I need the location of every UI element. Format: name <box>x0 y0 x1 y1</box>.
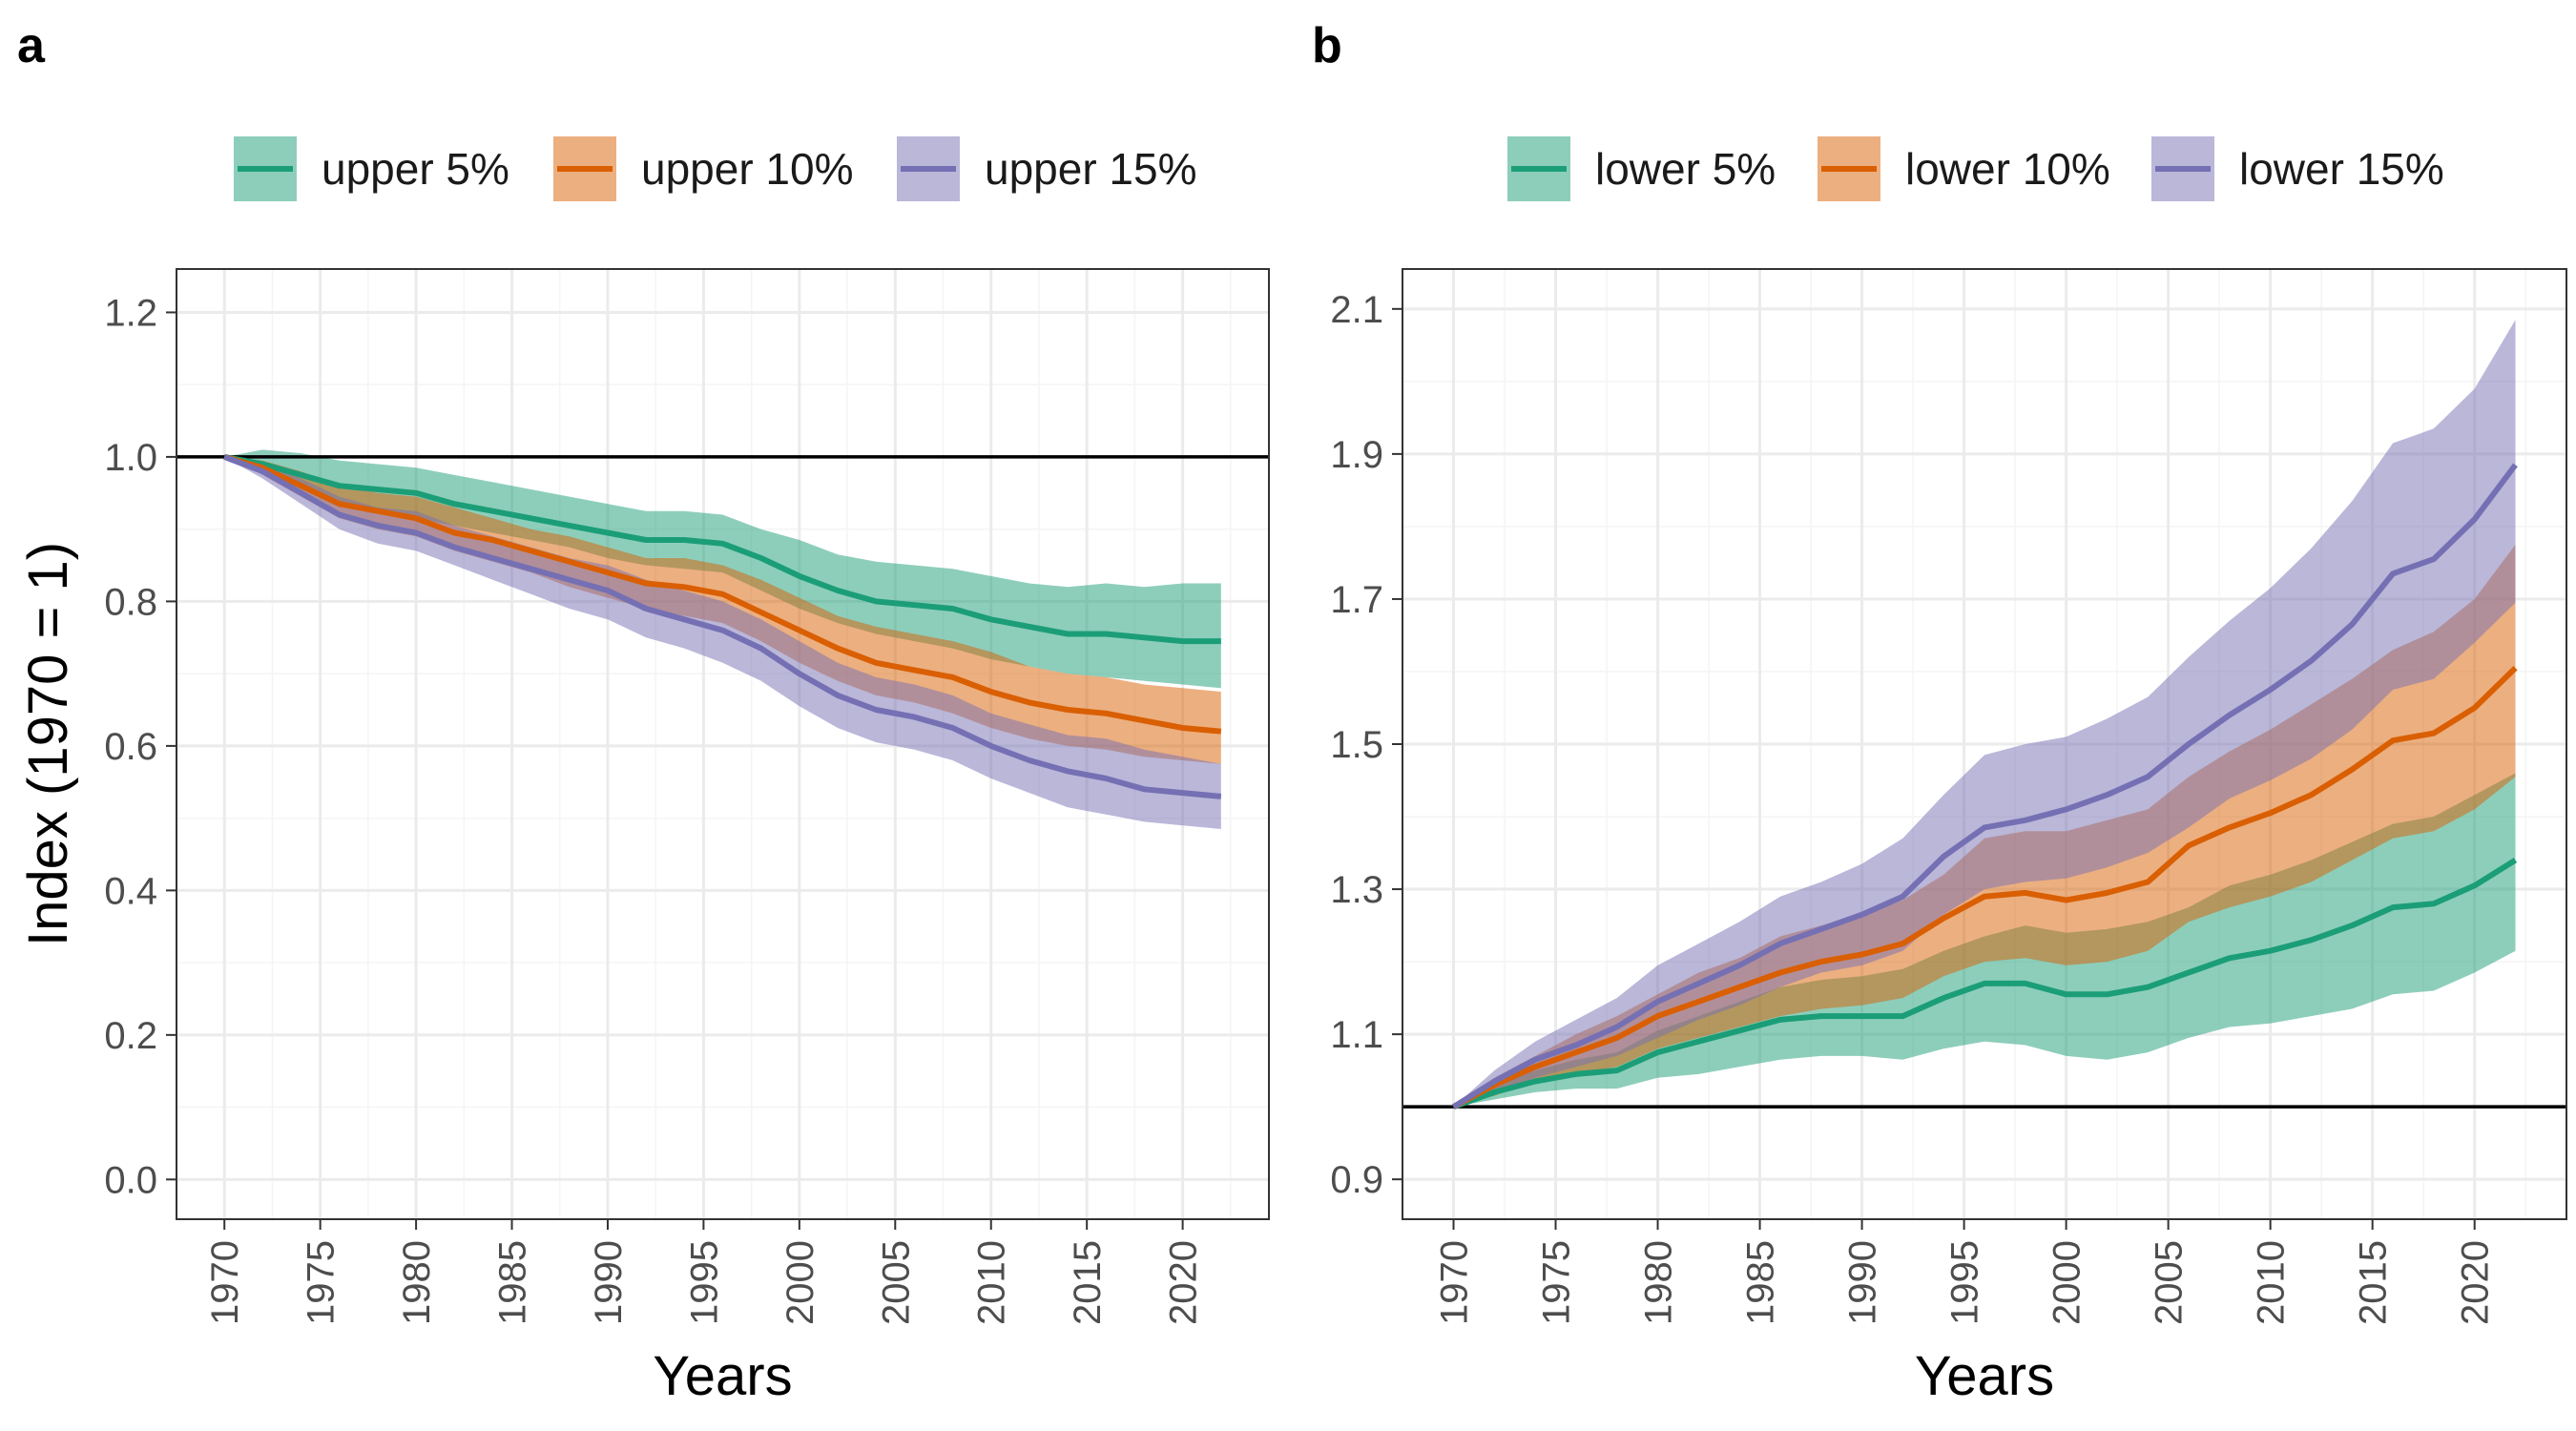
x-tick-label: 2005 <box>875 1240 917 1325</box>
x-tick-label: 2020 <box>1163 1240 1205 1325</box>
x-tick-label: 1975 <box>1536 1240 1578 1325</box>
x-tick-label: 1980 <box>396 1240 438 1325</box>
y-tick-label: 1.0 <box>104 437 157 479</box>
series-lines <box>1451 463 2518 1110</box>
legend: upper 5% upper 10% upper 15% <box>234 136 1197 201</box>
series-line <box>223 454 1222 799</box>
panel-label: b <box>1312 18 1342 73</box>
y-tick-label: 0.2 <box>104 1015 157 1057</box>
x-tick-label: 1990 <box>1842 1240 1884 1325</box>
y-tick-label: 1.5 <box>1330 724 1383 766</box>
legend-item: lower 5% <box>1507 136 1776 201</box>
legend-label: lower 15% <box>2239 144 2444 194</box>
x-tick-label: 1970 <box>204 1240 246 1325</box>
x-axis-title: Years <box>653 1345 792 1407</box>
x-tick-label: 2000 <box>2046 1240 2088 1325</box>
x-tick-label: 2000 <box>779 1240 821 1325</box>
x-tick-label: 2015 <box>2353 1240 2395 1325</box>
y-tick-label: 0.8 <box>104 581 157 623</box>
x-tick-label: 2015 <box>1067 1240 1109 1325</box>
legend-item: upper 10% <box>553 136 854 201</box>
x-tick-label: 1995 <box>683 1240 725 1325</box>
y-tick-label: 0.9 <box>1330 1159 1383 1201</box>
confidence-band <box>1453 320 2516 1108</box>
legend-item: upper 5% <box>234 136 509 201</box>
x-tick-label: 2010 <box>2251 1240 2293 1325</box>
legend-item: upper 15% <box>897 136 1197 201</box>
y-tick-label: 2.1 <box>1330 289 1383 331</box>
y-axis: 0.0 0.2 0.4 0.6 0.8 1.0 1.2 <box>104 292 177 1201</box>
x-tick-label: 1970 <box>1434 1240 1476 1325</box>
x-tick-label: 1975 <box>301 1240 343 1325</box>
plot-frame <box>176 268 1270 1220</box>
y-tick-label: 1.9 <box>1330 434 1383 476</box>
series-line <box>223 454 1222 735</box>
y-tick-label: 0.0 <box>104 1159 157 1201</box>
x-axis: 1970 1975 1980 1985 1990 1995 2000 2005 2010 2015… <box>204 1219 1205 1325</box>
x-tick-label: 2005 <box>2149 1240 2191 1325</box>
x-tick-label: 2010 <box>971 1240 1013 1325</box>
legend-item: lower 15% <box>2151 136 2444 201</box>
x-tick-label: 1995 <box>1944 1240 1986 1325</box>
x-tick-label: 1985 <box>492 1240 534 1325</box>
y-axis-title: Index (1970 = 1) <box>17 542 79 946</box>
legend-item: lower 10% <box>1818 136 2110 201</box>
panel-label: a <box>17 18 46 73</box>
x-axis: 1970 1975 1980 1985 1990 1995 2000 2005 2010 2015… <box>1434 1219 2497 1325</box>
legend: lower 5% lower 10% lower 15% <box>1507 136 2444 201</box>
x-axis-title: Years <box>1915 1345 2054 1407</box>
y-tick-label: 0.4 <box>104 870 157 912</box>
legend-label: upper 5% <box>322 144 509 194</box>
x-tick-label: 1980 <box>1638 1240 1680 1325</box>
y-tick-label: 1.2 <box>104 292 157 334</box>
series-line <box>1452 858 2518 1110</box>
series-lines <box>223 453 1222 799</box>
y-axis: 0.9 1.1 1.3 1.5 1.7 1.9 2.1 <box>1330 289 1402 1201</box>
x-tick-label: 2020 <box>2455 1240 2497 1325</box>
x-tick-label: 1985 <box>1740 1240 1782 1325</box>
y-tick-label: 1.7 <box>1330 579 1383 621</box>
legend-label: lower 10% <box>1905 144 2110 194</box>
series-line <box>1451 463 2518 1110</box>
x-tick-label: 1990 <box>588 1240 630 1325</box>
y-tick-label: 0.6 <box>104 726 157 768</box>
ribbons <box>1453 320 2516 1108</box>
y-tick-label: 1.3 <box>1330 869 1383 911</box>
series-line <box>1452 666 2518 1110</box>
legend-label: upper 15% <box>985 144 1197 194</box>
legend-label: lower 5% <box>1595 144 1776 194</box>
legend-label: upper 10% <box>641 144 854 194</box>
series-line <box>223 453 1221 645</box>
y-tick-label: 1.1 <box>1330 1014 1383 1056</box>
